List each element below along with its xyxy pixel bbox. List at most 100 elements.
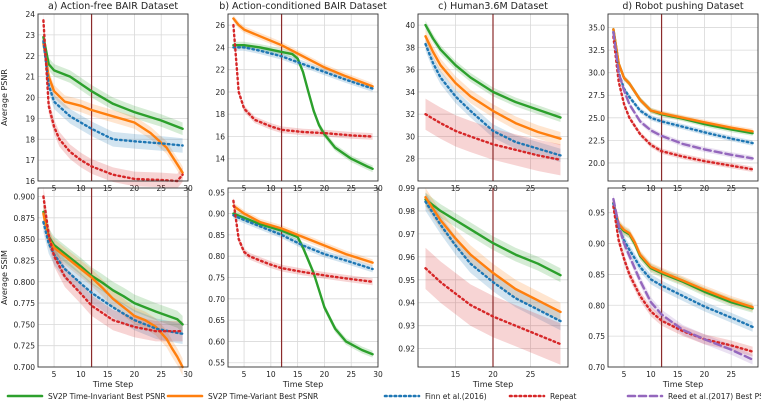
y-tick-label: 24: [215, 43, 225, 52]
subplot-1: 16171819202122232451015202530a) Action-f…: [0, 1, 193, 193]
finn-band: [613, 198, 753, 332]
y-tick-label: 20: [25, 94, 35, 103]
sv2p_tv-line: [232, 17, 374, 88]
x-axis-label: Time Step: [282, 380, 323, 389]
repeat-line: [612, 35, 754, 171]
y-tick-label: 26: [215, 21, 225, 30]
finn-band: [233, 44, 373, 92]
legend-label: Repeat: [550, 392, 576, 401]
y-tick-label: 16: [25, 177, 35, 186]
subplot-3: 28303234363840152025c) Human3.6M Dataset: [405, 1, 569, 193]
repeat-line: [42, 19, 184, 183]
y-tick-label: 0.97: [398, 230, 415, 239]
y-tick-label: 20: [215, 88, 225, 97]
y-tick-label: 0.90: [588, 240, 605, 249]
y-tick-label: 0.85: [208, 231, 225, 240]
y-tick-label: 0.65: [208, 316, 225, 325]
sv2p_tv-line: [232, 204, 374, 264]
sv2p_ti-line: [42, 210, 184, 326]
y-tick-label: 0.850: [14, 235, 36, 244]
x-tick-label: 20: [488, 370, 498, 379]
y-tick-label: 0.750: [14, 320, 36, 329]
sv2p_tv-line: [42, 212, 184, 369]
x-tick-label: 30: [183, 370, 193, 379]
y-tick-label: 0.90: [208, 210, 225, 219]
plot-frame: [417, 187, 569, 368]
y-tick-label: 35.0: [588, 24, 605, 33]
subplot-title: b) Action-conditioned BAIR Dataset: [219, 1, 387, 12]
legend-label: Finn et al.(2016): [425, 392, 487, 401]
y-tick-label: 40: [405, 21, 415, 30]
subplot-title: c) Human3.6M Dataset: [438, 1, 548, 12]
sv2p_tv-line: [42, 42, 184, 174]
y-tick-label: 0.95: [398, 276, 415, 285]
subplot-4: 20.022.525.027.530.032.535.0510152025d) …: [588, 1, 759, 193]
y-tick-label: 0.70: [208, 295, 225, 304]
x-axis-label: Time Step: [92, 380, 133, 389]
x-tick-label: 15: [103, 370, 113, 379]
sv2p_ti-band: [233, 210, 373, 358]
finn-line: [424, 200, 562, 323]
y-tick-label: 21: [25, 73, 35, 82]
sv2p_ti-band: [233, 41, 373, 173]
plot-frame: [37, 13, 189, 182]
y-tick-label: 22.5: [588, 136, 605, 145]
finn-line: [612, 30, 754, 145]
y-tick-label: 30: [405, 132, 415, 141]
y-tick-label: 32: [405, 110, 415, 119]
repeat-line: [42, 195, 184, 333]
y-tick-label: 0.80: [588, 301, 605, 310]
y-tick-label: 0.99: [398, 184, 415, 193]
y-tick-label: 30.0: [588, 69, 605, 78]
sv2p_tv-band: [425, 188, 561, 322]
sv2p_ti-band: [43, 203, 183, 333]
plot-frame: [607, 187, 759, 368]
x-tick-label: 5: [242, 370, 247, 379]
y-tick-label: 16: [215, 132, 225, 141]
x-tick-label: 20: [700, 370, 710, 379]
sv2p_tv-band: [43, 37, 183, 179]
legend: SV2P Time-Invariant Best PSNR SV2P Time-V…: [6, 392, 761, 401]
subplot-7: 0.92 0.93 0.94 0.95 0.96 0.97 0.98 0.99 15 20 25 Ti…: [398, 184, 569, 389]
y-tick-label: 18: [25, 135, 35, 144]
plot-frame: [227, 187, 379, 368]
y-tick-label: 23: [25, 31, 35, 40]
y-tick-label: 0.98: [398, 207, 415, 216]
sv2p_ti-line: [424, 198, 562, 277]
x-tick-label: 25: [526, 370, 536, 379]
sv2p_tv-line: [612, 28, 754, 133]
y-tick-label: 32.5: [588, 46, 605, 55]
y-tick-label: 0.95: [208, 188, 225, 197]
subplot-title: d) Robot pushing Dataset: [622, 1, 744, 12]
repeat-line: [424, 112, 562, 162]
repeat-line: [612, 205, 754, 353]
y-tick-label: 19: [25, 114, 35, 123]
subplot-8: 0.70 0.75 0.80 0.85 0.90 0.95 5 10 15 20 25 Time St…: [588, 187, 759, 389]
plot-frame: [37, 187, 189, 368]
y-tick-label: 22: [25, 52, 35, 61]
plot-frame: [607, 13, 759, 182]
y-tick-label: 17: [25, 156, 35, 165]
x-axis-label: Time Step: [472, 380, 513, 389]
y-tick-label: 34: [405, 88, 415, 97]
x-tick-label: 15: [673, 370, 683, 379]
y-tick-label: 0.85: [588, 270, 605, 279]
subplot-5: 0.700 0.725 0.750 0.775 0.800 0.825 0.850 0.875…: [0, 186, 193, 389]
x-tick-label: 30: [373, 370, 383, 379]
y-tick-label: 27.5: [588, 91, 605, 100]
sv2p_tv-line: [424, 35, 562, 140]
y-tick-label: 0.96: [398, 253, 415, 262]
sv2p_ti-line: [232, 44, 374, 171]
y-tick-label: 38: [405, 43, 415, 52]
y-axis-label: Average SSIM: [0, 250, 9, 305]
y-tick-label: 0.775: [14, 299, 36, 308]
legend-label: SV2P Time-Variant Best PSNR: [208, 392, 318, 401]
sv2p_tv-band: [233, 15, 373, 90]
x-tick-label: 5: [622, 370, 627, 379]
reed-line: [612, 197, 754, 361]
y-tick-label: 22: [215, 66, 225, 75]
y-tick-label: 24: [25, 10, 35, 19]
x-tick-label: 10: [76, 370, 86, 379]
finn-line: [424, 42, 562, 157]
y-tick-label: 25.0: [588, 114, 605, 123]
